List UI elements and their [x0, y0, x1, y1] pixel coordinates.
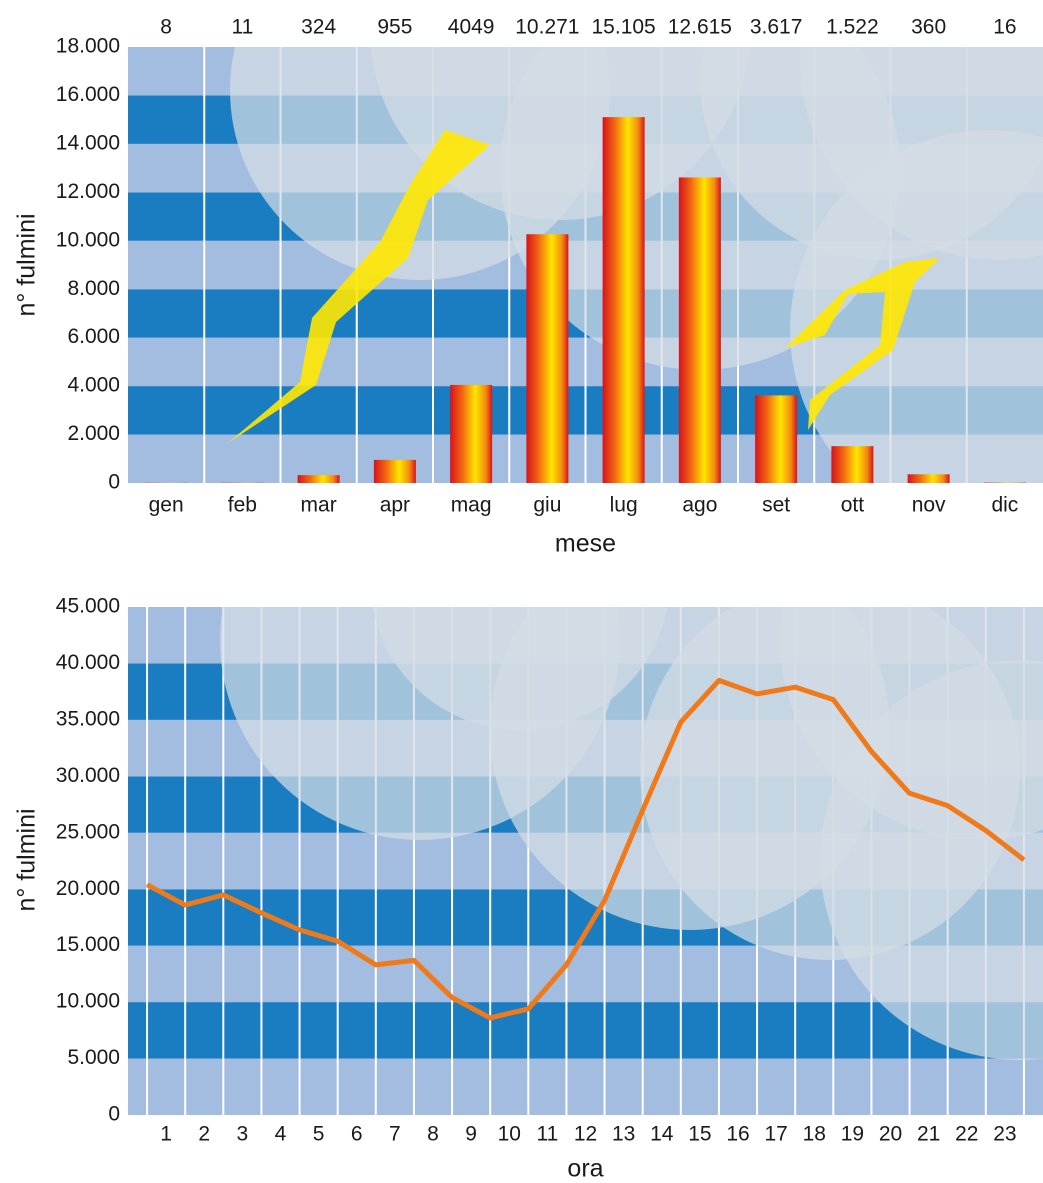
- y-tick-label: 15.000: [56, 933, 120, 956]
- x-tick-label: 23: [993, 1123, 1016, 1146]
- value-label: 10.271: [515, 16, 579, 39]
- x-tick-label: 3: [237, 1123, 249, 1146]
- y-tick-label: 6.000: [67, 325, 120, 348]
- x-tick-label: 13: [612, 1123, 635, 1146]
- y-tick-label: 30.000: [56, 764, 120, 787]
- value-label: 8: [160, 16, 172, 39]
- bar: [679, 177, 721, 483]
- x-tick-label: dic: [991, 494, 1018, 517]
- x-tick-label: 18: [803, 1123, 826, 1146]
- x-tick-label: feb: [228, 494, 257, 517]
- value-label: 15.105: [592, 16, 656, 39]
- y-tick-label: 20.000: [56, 877, 120, 900]
- value-label: 12.615: [668, 16, 732, 39]
- x-axis-label: mese: [555, 530, 616, 558]
- x-tick-label: 9: [465, 1123, 477, 1146]
- x-tick-label: 20: [879, 1123, 902, 1146]
- x-tick-label: giu: [533, 494, 561, 517]
- x-tick-label: 22: [955, 1123, 978, 1146]
- x-tick-label: 4: [275, 1123, 287, 1146]
- bar: [374, 460, 416, 483]
- grid-band: [128, 1059, 1043, 1115]
- y-tick-label: 16.000: [56, 83, 120, 106]
- y-tick-label: 8.000: [67, 277, 120, 300]
- y-axis-label: n° fulmini: [13, 213, 41, 316]
- x-tick-label: gen: [149, 494, 184, 517]
- x-tick-label: 15: [688, 1123, 711, 1146]
- x-tick-label: apr: [380, 494, 410, 517]
- value-label: 16: [993, 16, 1016, 39]
- y-tick-label: 10.000: [56, 990, 120, 1013]
- y-tick-label: 5.000: [67, 1046, 120, 1069]
- x-tick-label: set: [762, 494, 790, 517]
- value-label: 955: [377, 16, 412, 39]
- y-tick-label: 18.000: [56, 35, 120, 58]
- bar: [831, 446, 873, 483]
- x-tick-label: 19: [841, 1123, 864, 1146]
- x-tick-label: mar: [301, 494, 337, 517]
- bar: [603, 117, 645, 483]
- x-axis-label: ora: [567, 1155, 603, 1183]
- y-tick-label: 12.000: [56, 180, 120, 203]
- x-tick-label: 12: [574, 1123, 597, 1146]
- x-tick-label: 16: [726, 1123, 749, 1146]
- x-tick-label: lug: [610, 494, 638, 517]
- value-label: 11: [231, 16, 253, 39]
- x-tick-label: 10: [498, 1123, 521, 1146]
- x-tick-label: ott: [841, 494, 865, 517]
- x-tick-label: 11: [536, 1123, 558, 1146]
- value-label: 4049: [448, 16, 495, 39]
- y-tick-label: 45.000: [56, 595, 120, 618]
- y-tick-label: 10.000: [56, 228, 120, 251]
- y-tick-label: 2.000: [67, 422, 120, 445]
- x-tick-label: 21: [917, 1123, 940, 1146]
- y-tick-label: 14.000: [56, 131, 120, 154]
- value-label: 324: [301, 16, 336, 39]
- x-tick-label: 5: [313, 1123, 325, 1146]
- x-tick-label: 2: [198, 1123, 210, 1146]
- x-tick-label: 1: [160, 1123, 172, 1146]
- bar: [908, 474, 950, 483]
- page: 0 2.000 4.000 6.000 8.000 10.000 12.000 14.000 1…: [0, 0, 1043, 1183]
- bar: [298, 475, 340, 483]
- x-tick-label: 8: [427, 1123, 439, 1146]
- bar: [755, 395, 797, 483]
- y-tick-label: 0: [108, 471, 120, 494]
- y-tick-label: 4.000: [67, 374, 120, 397]
- x-tick-label: 6: [351, 1123, 363, 1146]
- y-tick-label: 40.000: [56, 651, 120, 674]
- x-tick-label: 14: [650, 1123, 674, 1146]
- x-tick-label: mag: [451, 494, 492, 517]
- value-label: 1.522: [826, 16, 879, 39]
- y-tick-label: 0: [108, 1103, 120, 1126]
- value-label: 3.617: [750, 16, 803, 39]
- bar: [526, 234, 568, 483]
- x-tick-label: 17: [764, 1123, 787, 1146]
- y-tick-label: 35.000: [56, 707, 120, 730]
- bar: [450, 385, 492, 483]
- x-tick-label: nov: [912, 494, 946, 517]
- x-tick-label: ago: [682, 494, 717, 517]
- y-axis-label: n° fulmini: [13, 808, 41, 911]
- x-tick-label: 7: [389, 1123, 401, 1146]
- value-label: 360: [911, 16, 946, 39]
- y-tick-label: 25.000: [56, 820, 120, 843]
